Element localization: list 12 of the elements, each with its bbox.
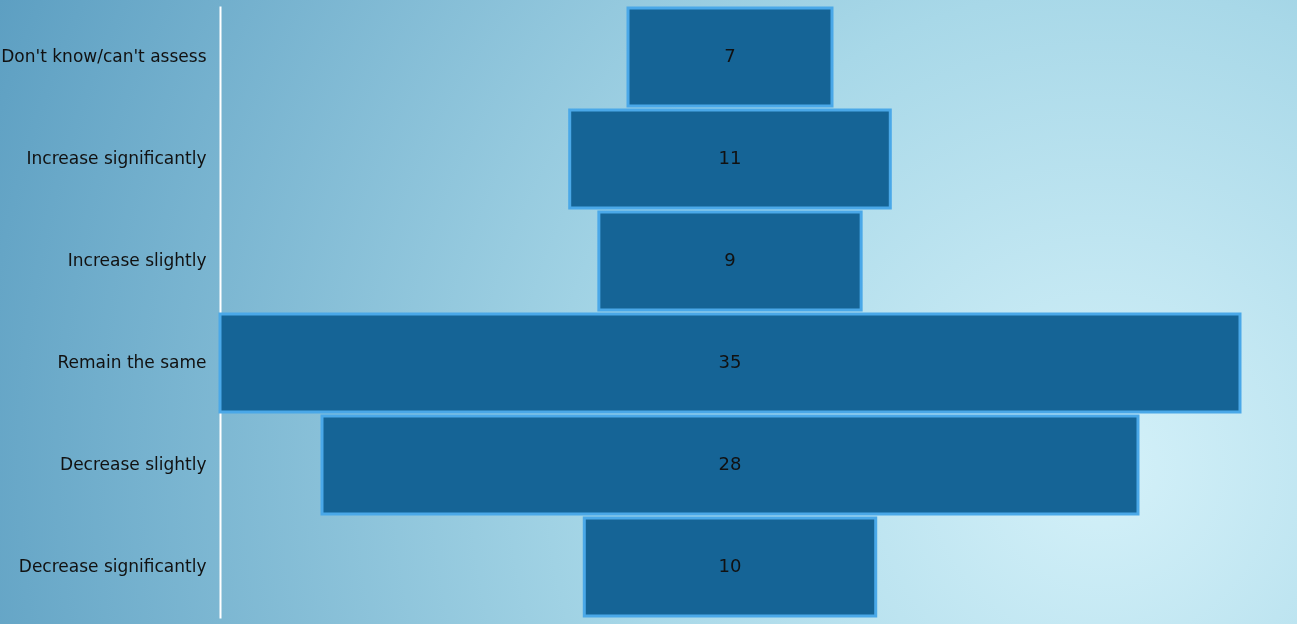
category-label: Increase significantly bbox=[26, 148, 207, 168]
category-label: Increase slightly bbox=[67, 250, 207, 270]
category-label: Remain the same bbox=[57, 352, 207, 372]
data-label: 10 bbox=[718, 555, 742, 576]
data-label: 7 bbox=[724, 45, 736, 66]
data-label: 11 bbox=[718, 147, 742, 168]
data-label: 9 bbox=[724, 249, 736, 270]
category-label: Decrease slightly bbox=[60, 454, 207, 474]
data-label: 28 bbox=[718, 453, 742, 474]
data-label: 35 bbox=[718, 351, 742, 372]
category-label: Don't know/can't assess bbox=[1, 46, 207, 66]
category-label: Decrease significantly bbox=[18, 556, 207, 576]
